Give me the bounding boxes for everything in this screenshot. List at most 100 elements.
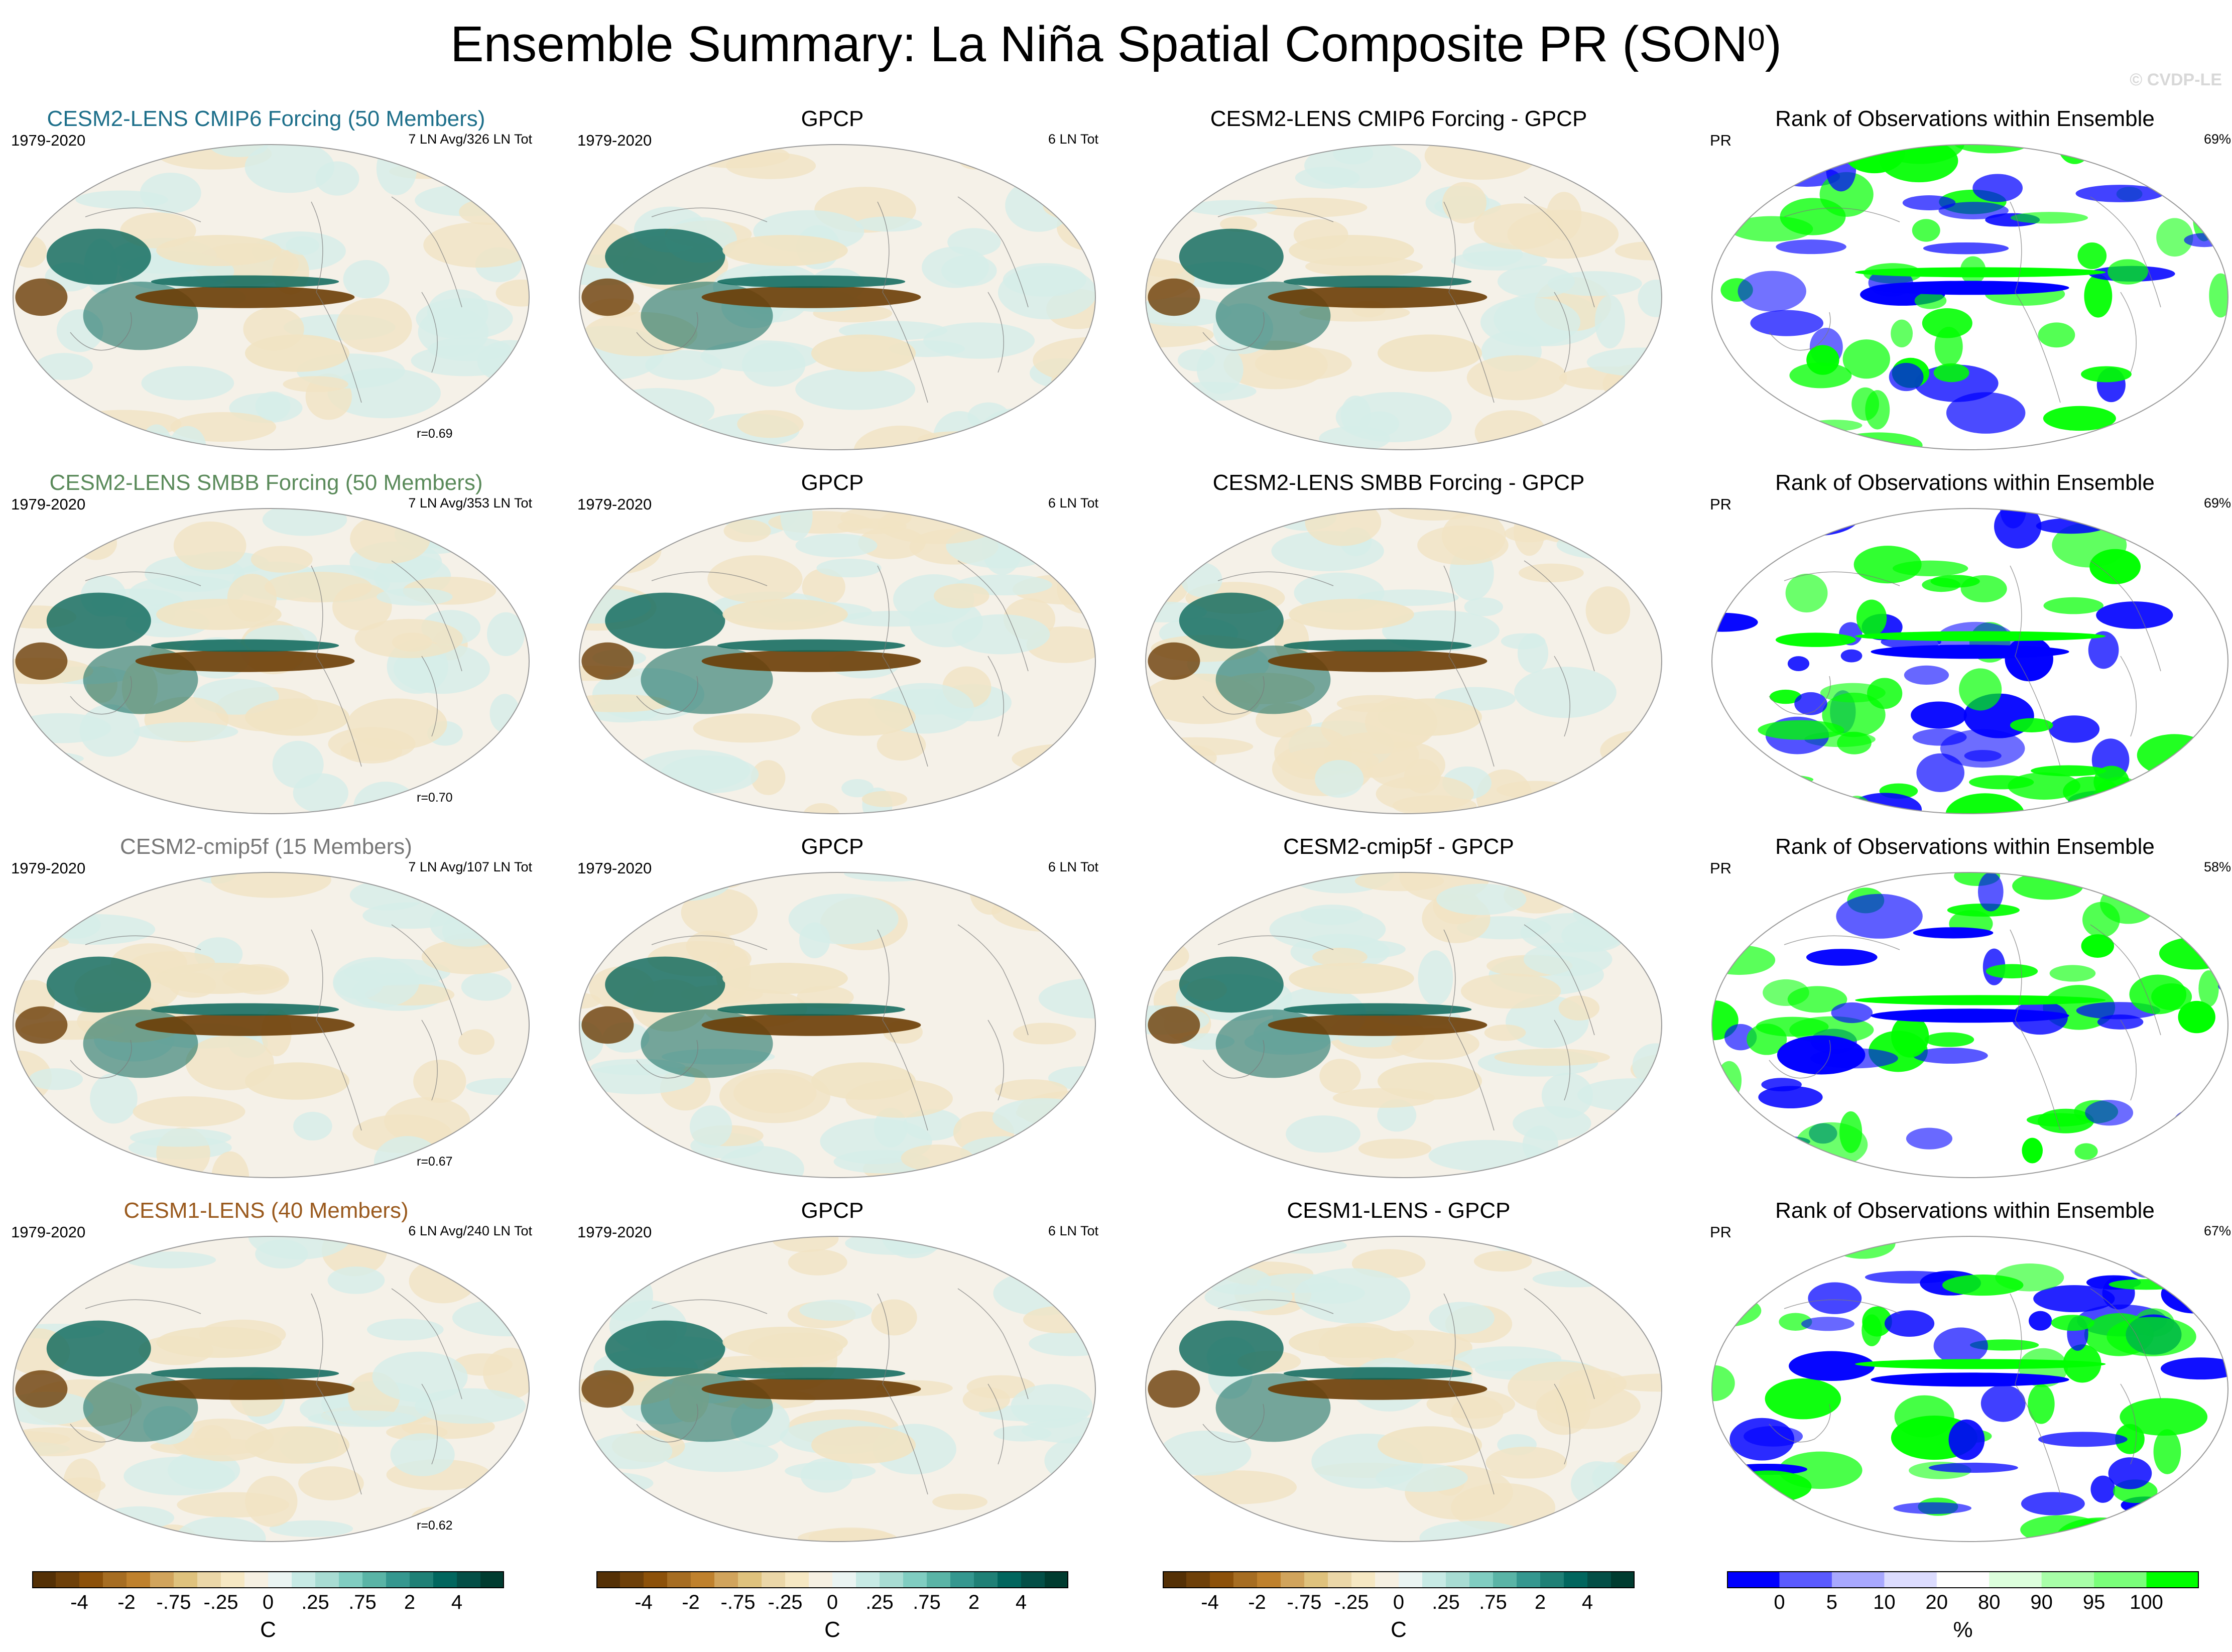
colorbar-swatch (339, 1572, 363, 1588)
panel-title: GPCP (801, 106, 864, 131)
colorbar-tick-label: -.25 (203, 1591, 238, 1613)
colorbar-tick-label: 0 (1393, 1591, 1405, 1613)
colorbar-swatch (738, 1572, 762, 1588)
colorbar-swatch (1210, 1572, 1234, 1588)
colorbar-swatch (1163, 1572, 1187, 1588)
colorbar-swatch (644, 1572, 668, 1588)
anomaly-map (1145, 872, 1662, 1178)
colorbar-swatch (1831, 1572, 1885, 1588)
colorbar-swatch (785, 1572, 809, 1588)
panel-title: Rank of Observations within Ensemble (1775, 106, 2155, 131)
anomaly-map (579, 1236, 1096, 1542)
watermark: © CVDP-LE (2130, 70, 2222, 89)
anomaly-map (1145, 508, 1662, 814)
colorbar-swatch (292, 1572, 316, 1588)
colorbar-swatch (1304, 1572, 1328, 1588)
colorbar-tick-label: .75 (1479, 1591, 1507, 1613)
colorbar-swatch (1021, 1572, 1045, 1588)
period-label: 1979-2020 (577, 859, 652, 877)
event-count-label: 6 LN Tot (1048, 132, 1098, 147)
panel-obs: GPCP 1979-2020 6 LN Tot (566, 105, 1098, 452)
panel-title: CESM1-LENS - GPCP (1287, 1198, 1511, 1223)
colorbar-tick-label: .75 (913, 1591, 941, 1613)
colorbar-tick-label: 4 (1581, 1591, 1593, 1613)
colorbar-swatch (1186, 1572, 1210, 1588)
colorbar-tick-label: 4 (451, 1591, 463, 1613)
rank-percent-label: 69% (2203, 495, 2231, 511)
period-label: 1979-2020 (11, 1223, 86, 1241)
colorbar-tick-label: 5 (1826, 1591, 1837, 1613)
colorbar-swatches (32, 1571, 504, 1588)
colorbar-swatch (596, 1572, 621, 1588)
colorbar-swatch (362, 1572, 387, 1588)
variable-label: PR (1710, 1223, 1732, 1241)
variable-label: PR (1710, 859, 1732, 877)
anomaly-map (13, 144, 530, 450)
colorbar-swatch (1446, 1572, 1470, 1588)
colorbar-tick-label: -2 (117, 1591, 136, 1613)
event-count-label: 6 LN Avg/240 LN Tot (408, 1223, 532, 1238)
panel-rank: Rank of Observations within Ensemble PR 69… (1699, 105, 2231, 452)
colorbar-tick-label: 80 (1977, 1591, 2001, 1613)
colorbar-swatch (268, 1572, 292, 1588)
colorbar-swatch (1779, 1572, 1832, 1588)
colorbar-tick-label: .25 (865, 1591, 894, 1613)
colorbar-swatch (2094, 1572, 2147, 1588)
colorbar-tick-label: 95 (2082, 1591, 2105, 1613)
colorbar-tick-label: 10 (1873, 1591, 1896, 1613)
colorbar-swatch (174, 1572, 198, 1588)
colorbar-swatch (998, 1572, 1022, 1588)
colorbar-tick-label: -4 (1201, 1591, 1219, 1613)
colorbar-tick-label: .75 (348, 1591, 377, 1613)
period-label: 1979-2020 (577, 132, 652, 149)
colorbar-swatch (1375, 1572, 1399, 1588)
panel-title: CESM2-LENS SMBB Forcing - GPCP (1212, 470, 1585, 495)
colorbar-tick-label: 4 (1015, 1591, 1027, 1613)
colorbar-tick-label: -.25 (768, 1591, 803, 1613)
event-count-label: 7 LN Avg/326 LN Tot (408, 132, 532, 147)
colorbar-unit: % (1953, 1617, 1973, 1642)
colorbar-swatch (667, 1572, 691, 1588)
rank-map (1711, 144, 2228, 450)
period-label: 1979-2020 (11, 495, 86, 513)
panel-model: CESM2-LENS CMIP6 Forcing (50 Members) 197… (0, 105, 532, 452)
colorbar-swatch (1351, 1572, 1376, 1588)
event-count-label: 7 LN Avg/107 LN Tot (408, 859, 532, 874)
colorbar-swatch (1045, 1572, 1068, 1588)
colorbar-swatch (480, 1572, 504, 1588)
colorbar-swatch (1399, 1572, 1423, 1588)
colorbar-unit: C (1391, 1617, 1407, 1642)
panel-diff: CESM1-LENS - GPCP (1133, 1197, 1665, 1544)
colorbar-swatch (1936, 1572, 1990, 1588)
variable-label: PR (1710, 132, 1732, 149)
title-main: Ensemble Summary: La Niña Spatial Compos… (450, 16, 1748, 72)
colorbar-swatch (1540, 1572, 1564, 1588)
period-label: 1979-2020 (11, 132, 86, 149)
panel-title: CESM2-cmip5f - GPCP (1283, 834, 1514, 859)
event-count-label: 6 LN Tot (1048, 1223, 1098, 1238)
panel-rank: Rank of Observations within Ensemble PR 58… (1699, 833, 2231, 1180)
colorbar-obs: C -4 -2 -.75 -.25 0 .25 .75 2 4 (596, 1571, 1068, 1646)
colorbar-swatch (620, 1572, 644, 1588)
panel-model: CESM1-LENS (40 Members) 1979-2020 6 LN Avg… (0, 1197, 532, 1544)
colorbar-swatch (691, 1572, 715, 1588)
colorbar-tick-label: 0 (262, 1591, 274, 1613)
pattern-correlation: r=0.70 (417, 791, 453, 805)
rank-percent-label: 69% (2203, 132, 2231, 147)
rank-map (1711, 872, 2228, 1178)
period-label: 1979-2020 (577, 1223, 652, 1241)
colorbar-swatch (832, 1572, 856, 1588)
anomaly-map (13, 508, 530, 814)
colorbar-tick-label: .25 (301, 1591, 329, 1613)
colorbar-tick-label: -.75 (156, 1591, 191, 1613)
rank-map (1711, 1236, 2228, 1542)
colorbar-unit: C (260, 1617, 276, 1642)
panel-model: CESM2-LENS SMBB Forcing (50 Members) 1979… (0, 469, 532, 816)
pattern-correlation: r=0.67 (417, 1155, 453, 1169)
colorbar-swatch (1493, 1572, 1517, 1588)
panel-title: CESM2-LENS SMBB Forcing (50 Members) (49, 470, 483, 495)
colorbar-tick-label: 100 (2130, 1591, 2163, 1613)
pattern-correlation: r=0.62 (417, 1518, 453, 1533)
panel-model: CESM2-cmip5f (15 Members) 1979-2020 7 LN A… (0, 833, 532, 1180)
colorbar-swatch (386, 1572, 410, 1588)
